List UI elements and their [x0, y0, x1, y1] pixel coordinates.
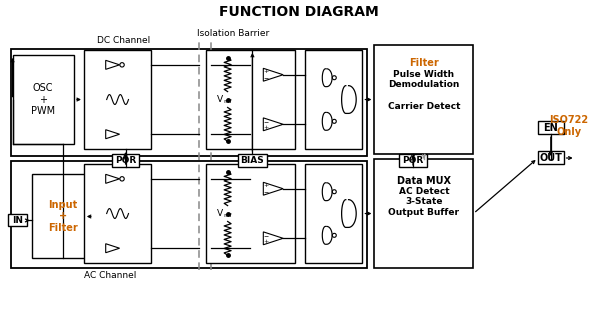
Text: Input
+
Filter: Input + Filter: [48, 200, 78, 233]
Text: ref: ref: [224, 99, 232, 104]
Text: −: −: [264, 233, 269, 238]
Text: +: +: [264, 125, 269, 130]
Text: +: +: [264, 69, 269, 74]
Text: +: +: [264, 183, 269, 188]
Text: 3-State: 3-State: [405, 197, 443, 206]
Bar: [538, 121, 564, 134]
Text: AC Detect: AC Detect: [399, 187, 449, 196]
Text: IN: IN: [12, 216, 23, 225]
Text: Demodulation: Demodulation: [388, 80, 460, 89]
Text: OUT: OUT: [539, 153, 562, 163]
Bar: [112, 154, 139, 167]
Text: BIAS: BIAS: [240, 157, 264, 166]
Text: Carrier Detect: Carrier Detect: [388, 102, 460, 111]
Text: EN: EN: [544, 123, 558, 133]
Text: V: V: [216, 95, 223, 104]
Text: ref: ref: [224, 213, 232, 218]
Bar: [305, 164, 362, 263]
Bar: [206, 50, 295, 149]
Bar: [11, 161, 367, 268]
Bar: [538, 151, 564, 164]
Text: −: −: [264, 189, 269, 194]
Text: ISO722
Only: ISO722 Only: [549, 115, 588, 137]
Text: DC Channel: DC Channel: [97, 35, 150, 45]
Bar: [305, 50, 362, 149]
Text: +: +: [264, 239, 269, 244]
Text: OSC
+
PWM: OSC + PWM: [31, 83, 55, 116]
Bar: [84, 164, 151, 263]
Bar: [32, 174, 94, 258]
Bar: [11, 49, 367, 156]
Text: Filter: Filter: [409, 58, 439, 68]
Text: POR: POR: [115, 157, 136, 166]
Text: POR: POR: [402, 157, 423, 166]
Text: Pulse Width: Pulse Width: [393, 70, 454, 79]
Text: Data MUX: Data MUX: [397, 176, 451, 186]
Text: Output Buffer: Output Buffer: [389, 208, 459, 217]
Text: −: −: [264, 75, 269, 80]
Bar: [237, 154, 267, 167]
Bar: [206, 164, 295, 263]
Bar: [374, 159, 474, 268]
Text: −: −: [264, 119, 269, 124]
Bar: [13, 55, 74, 144]
Bar: [8, 213, 28, 226]
Bar: [374, 45, 474, 154]
Text: Isolation Barrier: Isolation Barrier: [197, 29, 270, 38]
Bar: [84, 50, 151, 149]
Text: FUNCTION DIAGRAM: FUNCTION DIAGRAM: [219, 5, 379, 19]
Text: AC Channel: AC Channel: [84, 271, 136, 280]
Text: V: V: [216, 209, 223, 218]
Bar: [399, 154, 427, 167]
